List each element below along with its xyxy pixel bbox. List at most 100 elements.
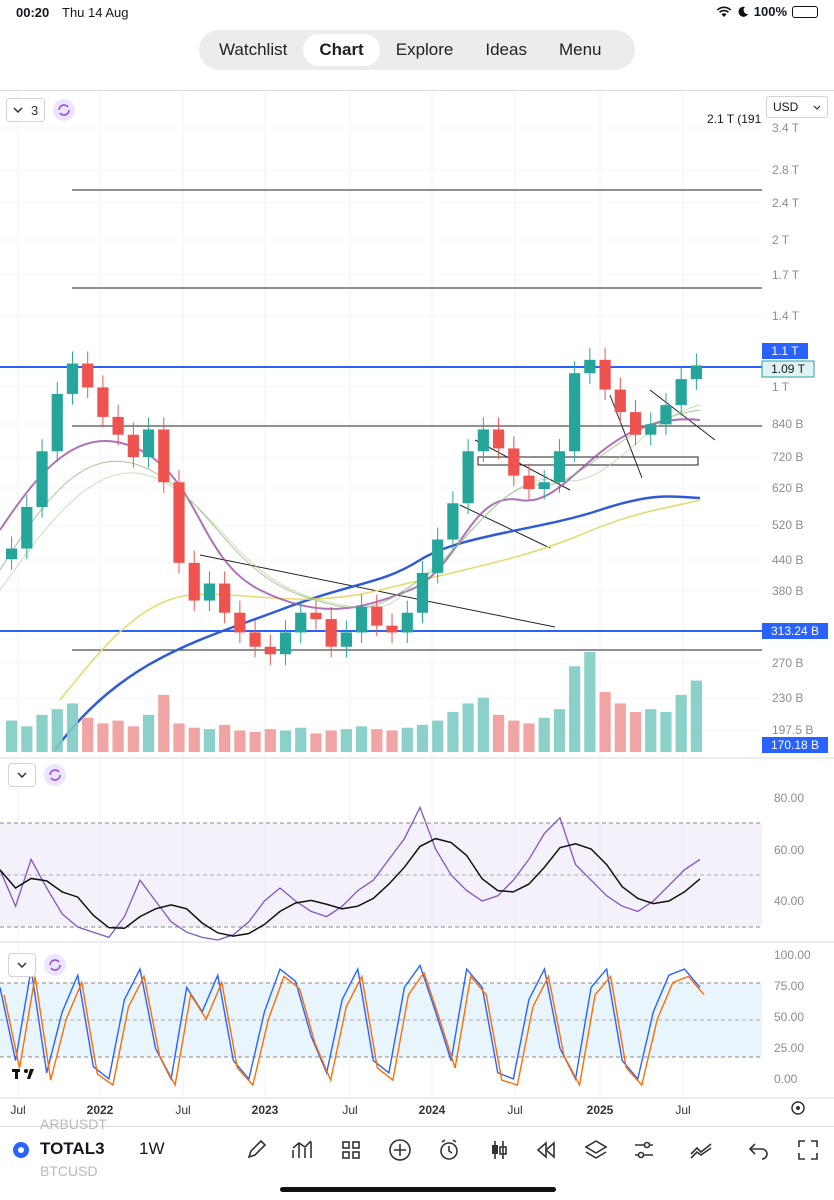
price-tick-label: 270 B xyxy=(772,656,803,670)
ghost-watchlist-item: ARBUSDT xyxy=(40,1116,107,1132)
price-tick-label: 1 T xyxy=(772,380,790,394)
undo-button[interactable] xyxy=(745,1136,773,1164)
stoch-tick-label: 25.00 xyxy=(774,1041,804,1055)
volume-bar xyxy=(173,723,185,752)
settings-button[interactable] xyxy=(630,1136,658,1164)
ma-200-line xyxy=(53,495,701,751)
volume-bar xyxy=(203,729,216,752)
tab-menu[interactable]: Menu xyxy=(558,40,602,59)
replay-button[interactable] xyxy=(532,1136,560,1164)
candle-body xyxy=(629,412,642,435)
time-tick-label: 2023 xyxy=(252,1103,279,1117)
tab-ideas[interactable]: Ideas xyxy=(485,40,527,59)
tab-chart[interactable]: Chart xyxy=(303,34,380,66)
currency-select[interactable]: USD xyxy=(766,96,828,118)
bottom-toolbar xyxy=(0,1128,834,1172)
price-tag-bg xyxy=(762,343,808,359)
candle-body xyxy=(6,548,18,560)
candle-body xyxy=(401,612,413,633)
toolbar-divider xyxy=(0,1126,834,1127)
price-tag-label: 1.1 T xyxy=(771,344,799,358)
volume-bar xyxy=(188,727,200,752)
candle-body xyxy=(340,632,352,647)
volume-bar xyxy=(66,703,79,752)
candle-body xyxy=(112,416,124,435)
interval-count: 3 xyxy=(31,102,39,118)
time-tick-label: 2024 xyxy=(419,1103,446,1117)
layers-icon xyxy=(584,1140,608,1159)
candle-body xyxy=(97,387,109,417)
candle-body xyxy=(553,451,566,483)
volume-bar xyxy=(569,666,581,752)
volume-bar xyxy=(584,652,596,752)
collapse-button[interactable] xyxy=(8,763,36,787)
collapse-button[interactable]: 3 xyxy=(6,98,46,122)
volume-bar xyxy=(690,680,702,752)
price-tick-label: 1.7 T xyxy=(772,268,800,282)
tradingview-logo xyxy=(12,1069,34,1079)
stoch-tick-label: 100.00 xyxy=(774,948,811,962)
candle-body xyxy=(21,507,33,549)
layers-button[interactable] xyxy=(582,1136,610,1164)
alert-icon xyxy=(440,1139,458,1160)
volume-bar xyxy=(356,726,368,752)
volume-bar xyxy=(158,694,170,752)
candle-body xyxy=(356,606,368,633)
candle-body xyxy=(127,434,139,458)
candle-body xyxy=(310,612,322,620)
symbol-name[interactable]: TOTAL3 xyxy=(40,1139,105,1158)
sync-icon[interactable] xyxy=(53,99,76,121)
collapse-button[interactable] xyxy=(8,953,36,977)
sync-icon[interactable] xyxy=(44,954,66,976)
volume-bar xyxy=(112,720,124,752)
tab-watchlist[interactable]: Watchlist xyxy=(219,40,288,59)
battery-percent: 100% xyxy=(753,4,787,19)
chart-type-button[interactable] xyxy=(288,1136,316,1164)
chevron-down-icon xyxy=(17,772,27,778)
price-tick-label: 3.4 T xyxy=(772,121,800,135)
trend-button[interactable] xyxy=(687,1136,715,1164)
status-time: 00:20 xyxy=(16,5,50,20)
trend-icon xyxy=(690,1143,712,1159)
volume-bar xyxy=(295,727,307,752)
alert-button[interactable] xyxy=(435,1136,463,1164)
candle-body xyxy=(690,365,702,380)
volume-bar xyxy=(82,717,94,752)
candle-body xyxy=(66,363,79,394)
fullscreen-button[interactable] xyxy=(794,1136,822,1164)
volume-bar xyxy=(553,709,566,752)
volume-bar xyxy=(508,720,520,752)
candle-body xyxy=(158,429,170,483)
time-tick-label: Jul xyxy=(675,1103,690,1117)
grid-button[interactable] xyxy=(337,1136,365,1164)
candle-body xyxy=(432,539,444,573)
replay-icon xyxy=(536,1141,555,1159)
pencil-button[interactable] xyxy=(242,1136,270,1164)
add-button[interactable] xyxy=(386,1136,414,1164)
price-chart[interactable]: 3.4 T 2.8 T 2.4 T 2 T 1.7 T 1.4 T 1 T 840 B 720 … xyxy=(0,90,834,1128)
timeframe-button[interactable]: 1W xyxy=(139,1139,165,1158)
volume-bar xyxy=(249,732,261,752)
candle-body xyxy=(492,429,505,449)
tab-explore[interactable]: Explore xyxy=(395,40,454,59)
volume-bar xyxy=(447,712,459,752)
price-tick-label: 840 B xyxy=(772,417,803,431)
wifi-icon xyxy=(716,6,731,17)
candles-button[interactable] xyxy=(485,1136,513,1164)
candle-body xyxy=(219,583,231,613)
time-tick-label: Jul xyxy=(507,1103,522,1117)
candle-body xyxy=(36,451,48,508)
header-divider xyxy=(0,90,834,91)
price-tag-bg xyxy=(762,623,828,639)
candle-body xyxy=(51,393,63,452)
sync-icon[interactable] xyxy=(44,764,66,786)
main-nav: Watchlist Chart Explore Ideas Menu xyxy=(199,30,635,70)
candle-body xyxy=(249,632,261,647)
volume-bar xyxy=(477,697,489,752)
candle-body xyxy=(523,475,535,489)
rsi-tick-label: 80.00 xyxy=(774,791,804,805)
symbol-logo-icon xyxy=(13,1142,29,1158)
volume-bar xyxy=(523,723,535,752)
price-tick-label: 2.4 T xyxy=(772,196,800,210)
stoch-k-line xyxy=(0,963,701,1082)
